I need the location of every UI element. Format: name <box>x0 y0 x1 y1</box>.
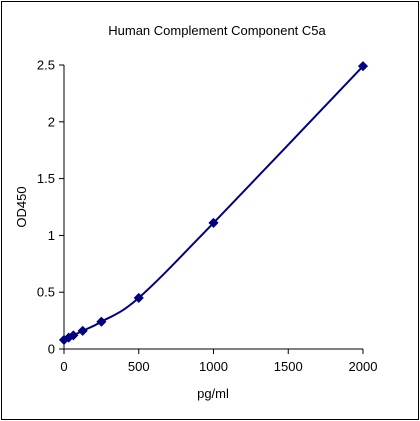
y-tick-label: 1.5 <box>37 171 55 186</box>
y-tick-label: 2.5 <box>37 58 55 73</box>
y-tick-label: 0 <box>48 342 55 357</box>
data-point-marker <box>68 330 79 341</box>
data-point-marker <box>77 325 88 336</box>
x-tick-label: 500 <box>128 359 150 374</box>
x-tick-label: 1000 <box>199 359 228 374</box>
x-ticks: 0 500 1000 1500 2000 <box>60 349 377 374</box>
x-axis-label: pg/ml <box>197 386 229 401</box>
y-axis-label: OD450 <box>14 186 29 227</box>
series-group <box>58 60 369 346</box>
y-ticks: 0 0.5 1 1.5 2 2.5 <box>37 58 64 357</box>
series-line <box>63 65 364 341</box>
data-point-marker <box>96 316 107 327</box>
data-point-marker <box>208 217 219 229</box>
chart-title: Human Complement Component C5a <box>108 23 326 38</box>
data-point-marker <box>133 292 144 304</box>
y-tick-label: 2 <box>48 114 55 129</box>
y-tick-label: 0.5 <box>37 285 55 300</box>
x-tick-label: 2000 <box>349 359 378 374</box>
data-point-marker <box>357 60 369 72</box>
y-tick-label: 1 <box>48 228 55 243</box>
x-tick-label: 1500 <box>274 359 303 374</box>
x-tick-label: 0 <box>60 359 67 374</box>
